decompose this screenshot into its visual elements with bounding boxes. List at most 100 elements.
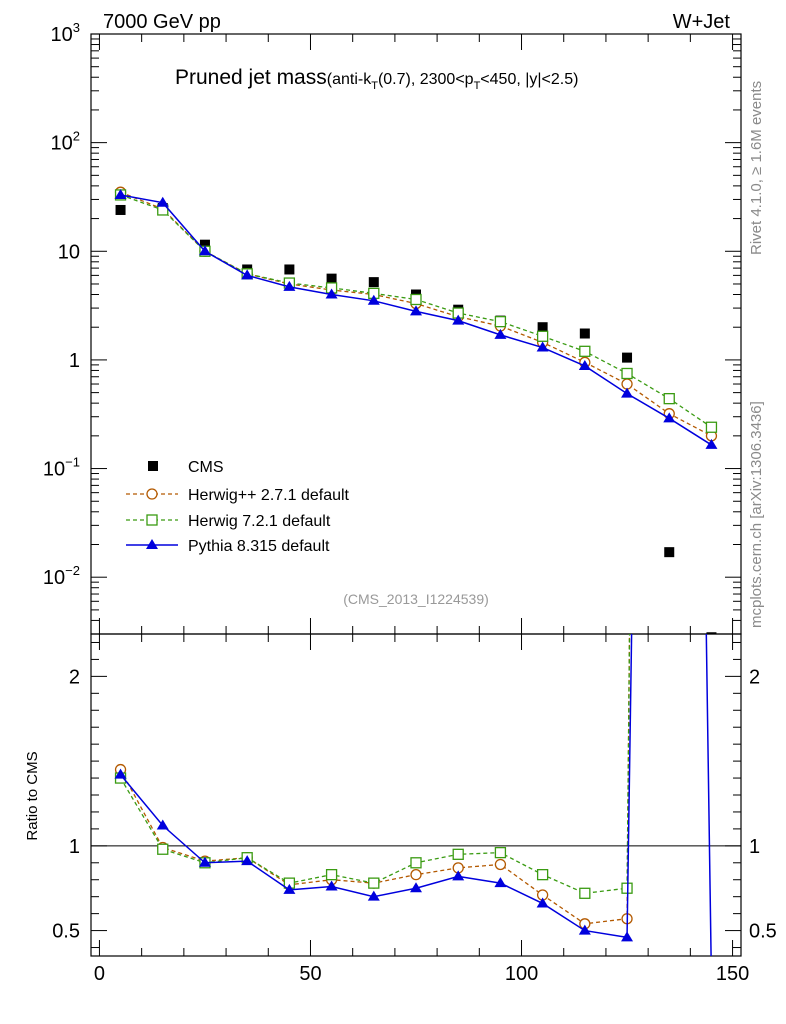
pythia-ratio-point — [325, 880, 338, 891]
x-axis-ticks: 0 50 100 150 — [94, 34, 749, 985]
process-label: W+Jet — [673, 11, 731, 33]
herwigpp-main-point — [621, 378, 633, 390]
title-part-3: <450, |y|<2.5) — [480, 71, 578, 88]
x-tick-label: 150 — [716, 963, 749, 985]
pythia-ratio-point — [452, 870, 465, 881]
cms-main-point — [326, 273, 337, 284]
pythia-main-point — [578, 359, 591, 370]
pythia-main-point — [325, 288, 338, 299]
cms-main-point — [284, 264, 295, 275]
main-y-tick-base: 10 — [43, 567, 65, 589]
ratio-y-tick-label-left: 2 — [69, 666, 80, 688]
pythia-ratio-point — [578, 924, 591, 935]
main-series-clip — [114, 186, 718, 634]
herwigpp-ratio-point — [494, 858, 507, 871]
legend-cms-marker — [148, 461, 158, 471]
pythia-ratio-point — [241, 855, 254, 866]
ratio-axis-label: Ratio to CMS — [24, 751, 41, 840]
energy-label: 7000 GeV pp — [103, 11, 221, 33]
plot-title: Pruned jet mass(anti-kT(0.7), 2300<pT<45… — [175, 66, 578, 92]
main-y-tick-label: 10−1 — [43, 455, 80, 481]
herwig7-main-point — [410, 293, 422, 306]
ratio-y-tick-label-right: 0.5 — [749, 921, 777, 943]
ratio-series-clip — [114, 634, 712, 956]
main-y-tick-base: 10 — [43, 459, 65, 481]
cms-main-point — [537, 322, 548, 333]
pythia-main-point — [536, 341, 549, 352]
pythia-ratio-point — [156, 819, 169, 830]
herwig7-main-point — [663, 393, 675, 405]
cms-main-point — [706, 632, 717, 634]
cms-main-point — [622, 352, 633, 363]
cms-main-point — [115, 204, 126, 215]
x-tick-label: 50 — [299, 963, 321, 985]
pythia-ratio-point — [494, 877, 507, 888]
herwig7-ratio-point — [536, 869, 549, 881]
ratio-y-tick-label-left: 0.5 — [52, 921, 80, 943]
legend: CMS Herwig++ 2.7.1 default Herwig 7.2.1 … — [126, 459, 350, 555]
pythia-main-point — [410, 305, 422, 316]
pythia-main-point — [156, 196, 169, 207]
cms-main-point — [199, 239, 210, 250]
pythia-ratio-point — [410, 882, 422, 893]
pythia-main-point — [367, 294, 380, 305]
pythia-main-line — [120, 194, 712, 446]
herwig7-ratio-point — [452, 848, 464, 860]
main-y-tick-exponent: −2 — [65, 563, 80, 578]
main-y-tick-base: 10 — [58, 241, 80, 263]
title-part-1: (anti-k — [327, 71, 372, 88]
pythia-ratio-point — [621, 931, 634, 942]
herwig7-main-point — [536, 330, 549, 342]
legend-pythia-marker — [146, 539, 158, 549]
title-sub-2: T — [474, 80, 481, 92]
herwig7-ratio-point — [410, 857, 422, 869]
mcplots-label: mcplots.cern.ch [arXiv:1306.3436] — [748, 401, 765, 628]
herwigpp-ratio-point — [410, 869, 422, 881]
ratio-y-tick-label-right: 2 — [749, 666, 760, 688]
x-tick-label: 100 — [505, 963, 538, 985]
main-y-tick-label: 1 — [69, 350, 80, 372]
legend-herwigpp-marker — [146, 488, 158, 500]
analysis-id: (CMS_2013_I1224539) — [343, 591, 489, 607]
herwig7-ratio-point — [494, 846, 507, 859]
pythia-main-point — [198, 245, 211, 256]
main-y-tick-exponent: −1 — [65, 455, 80, 470]
herwig7-main-point — [621, 367, 633, 380]
pythia-main-point — [621, 387, 634, 398]
legend-pythia-label: Pythia 8.315 default — [188, 538, 330, 555]
main-y-tick-exponent: 3 — [73, 20, 80, 35]
main-axis-ticks — [91, 33, 741, 635]
pythia-ratio-point — [198, 856, 211, 867]
herwig7-ratio-point — [325, 869, 338, 881]
herwig7-main-point — [494, 316, 507, 328]
main-y-tick-base: 10 — [51, 24, 73, 46]
legend-herwig7-marker — [146, 514, 158, 526]
ratio-series-layer — [114, 634, 712, 956]
pythia-main-point — [705, 438, 718, 449]
pythia-main-point — [241, 269, 254, 280]
pythia-main-point — [494, 328, 507, 339]
legend-cms-label: CMS — [188, 459, 224, 476]
title-part-2: (0.7), 2300<p — [378, 71, 474, 88]
legend-herwigpp-label: Herwig++ 2.7.1 default — [188, 487, 350, 504]
main-y-tick-label: 10−2 — [43, 563, 80, 589]
title-sub-1: T — [371, 80, 378, 92]
herwig7-main-point — [579, 345, 591, 357]
herwig7-ratio-point — [157, 843, 169, 855]
legend-herwig7-label: Herwig 7.2.1 default — [188, 513, 331, 530]
cms-main-point — [664, 547, 675, 558]
cms-main-point — [579, 328, 590, 339]
herwig7-main-point — [705, 421, 718, 433]
main-y-tick-label: 103 — [51, 20, 80, 46]
main-y-tick-exponent: 2 — [73, 129, 80, 144]
main-y-tick-base: 10 — [51, 133, 73, 155]
pythia-main-point — [663, 412, 676, 423]
herwig7-ratio-point — [579, 887, 591, 899]
herwig7-ratio-line — [119, 634, 631, 894]
main-y-tick-label: 10 — [58, 241, 80, 263]
ratio-axis-ticks: 0.5 0.5 1 1 2 2 — [52, 641, 777, 949]
pythia-main-point — [452, 314, 465, 325]
ratio-y-tick-label-left: 1 — [69, 836, 80, 858]
ratio-panel-frame — [90, 633, 742, 957]
